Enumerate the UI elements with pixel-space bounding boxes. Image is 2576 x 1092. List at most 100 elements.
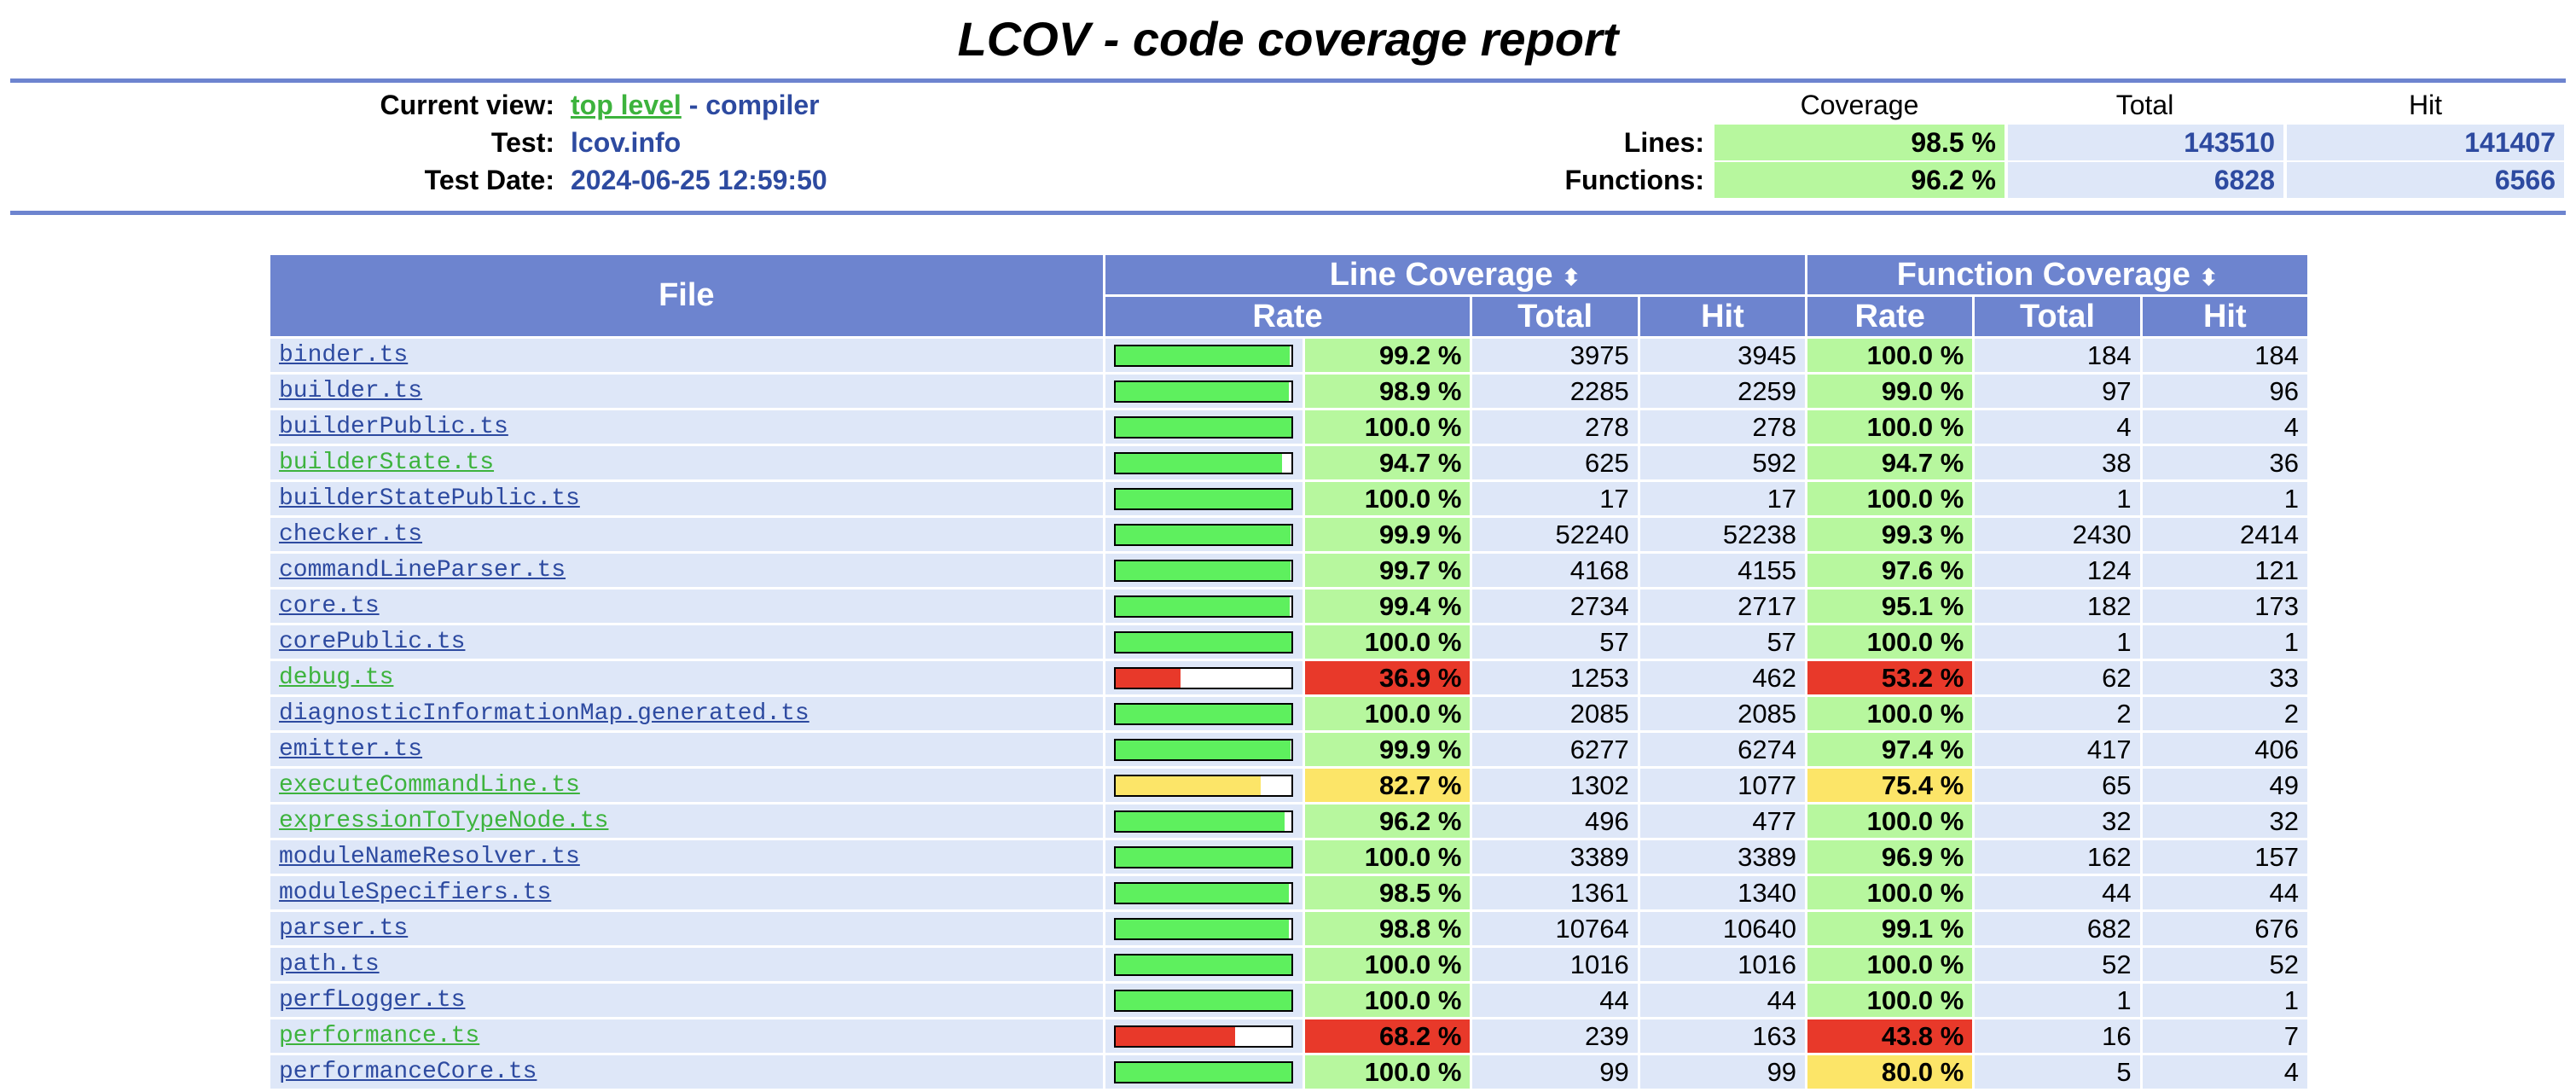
coverage-bar-cell [1105,482,1303,515]
file-link[interactable]: builder.ts [279,378,423,404]
file-link[interactable]: commandLineParser.ts [279,557,566,584]
file-link[interactable]: moduleSpecifiers.ts [279,880,552,906]
line-rate-cell: 99.2 % [1305,339,1471,372]
file-link[interactable]: debug.ts [279,665,394,691]
coverage-bar-fill [1115,632,1291,652]
coverage-bar-fill [1115,883,1289,903]
line-coverage-header[interactable]: Line Coverage ⬍ [1105,255,1806,294]
current-view-directory: compiler [705,90,820,120]
summary-functions-coverage: 96.2 % [1714,162,2005,198]
line-hit-cell: 2717 [1639,590,1806,623]
coverage-bar-fill [1115,847,1291,867]
sort-icon[interactable]: ⬍ [1562,264,1581,290]
line-rate-cell: 100.0 % [1305,625,1471,659]
coverage-bar-cell [1105,661,1303,694]
function-hit-cell: 2414 [2142,518,2307,551]
line-rate-cell: 100.0 % [1305,984,1471,1017]
line-total-cell: 2285 [1472,375,1638,408]
file-link[interactable]: diagnosticInformationMap.generated.ts [279,700,809,727]
line-hit-cell: 17 [1639,482,1806,515]
file-link[interactable]: executeCommandLine.ts [279,772,580,799]
file-link[interactable]: performanceCore.ts [279,1059,537,1085]
line-total-cell: 99 [1472,1055,1638,1089]
function-hit-cell: 1 [2142,984,2307,1017]
file-name-cell: moduleNameResolver.ts [270,840,1103,874]
top-level-link[interactable]: top level [571,90,682,120]
line-rate-cell: 82.7 % [1305,769,1471,802]
file-name-cell: performanceCore.ts [270,1055,1103,1089]
line-hit-cell: 278 [1639,410,1806,444]
file-link[interactable]: builderPublic.ts [279,414,508,440]
file-link[interactable]: path.ts [279,951,380,978]
file-link[interactable]: emitter.ts [279,736,423,763]
function-hit-cell: 36 [2142,446,2307,479]
file-link[interactable]: moduleNameResolver.ts [279,844,580,870]
test-value: lcov.info [571,127,682,158]
table-row: performance.ts 68.2 % 239 163 43.8 % 16 7 [270,1019,2307,1053]
table-row: path.ts 100.0 % 1016 1016 100.0 % 52 52 [270,948,2307,981]
coverage-bar-fill [1115,740,1291,759]
line-rate-cell: 98.5 % [1305,876,1471,909]
file-link[interactable]: corePublic.ts [279,629,466,655]
summary-hit-header: Hit [2408,90,2443,120]
summary-functions-hit: 6566 [2287,162,2564,198]
function-coverage-header[interactable]: Function Coverage ⬍ [1807,255,2307,294]
report-header: Current view: top level - compiler Test:… [0,83,2576,211]
file-name-cell: perfLogger.ts [270,984,1103,1017]
coverage-bar [1113,595,1293,618]
file-link[interactable]: binder.ts [279,342,409,369]
function-rate-cell: 100.0 % [1807,625,1973,659]
function-total-cell: 2 [1975,697,2140,730]
sort-icon[interactable]: ⬍ [2199,264,2219,290]
file-link[interactable]: builderState.ts [279,450,495,476]
function-hit-cell: 4 [2142,1055,2307,1089]
file-name-cell: performance.ts [270,1019,1103,1053]
coverage-bar-cell [1105,697,1303,730]
coverage-bar [1113,917,1293,940]
function-rate-cell: 80.0 % [1807,1055,1973,1089]
summary-functions-total: 6828 [2008,162,2283,198]
line-total-cell: 2734 [1472,590,1638,623]
line-hit-cell: 462 [1639,661,1806,694]
file-link[interactable]: parser.ts [279,915,409,942]
table-row: moduleNameResolver.ts 100.0 % 3389 3389 96.9… [270,840,2307,874]
file-link[interactable]: checker.ts [279,521,423,548]
coverage-bar-cell [1105,1055,1303,1089]
function-total-cell: 124 [1975,554,2140,587]
coverage-bar [1113,559,1293,582]
function-hit-cell: 52 [2142,948,2307,981]
function-total-cell: 417 [1975,733,2140,766]
file-link[interactable]: core.ts [279,593,380,619]
coverage-bar [1113,774,1293,797]
test-date-value: 2024-06-25 12:59:50 [571,165,827,195]
line-hit-cell: 592 [1639,446,1806,479]
function-hit-cell: 44 [2142,876,2307,909]
coverage-bar-cell [1105,876,1303,909]
line-rate-cell: 99.4 % [1305,590,1471,623]
coverage-bar-fill [1115,489,1291,508]
current-view-value: top level - compiler [571,86,820,124]
table-row: moduleSpecifiers.ts 98.5 % 1361 1340 100.0 %… [270,876,2307,909]
file-name-cell: builderState.ts [270,446,1103,479]
file-name-cell: checker.ts [270,518,1103,551]
function-rate-cell: 96.9 % [1807,840,1973,874]
line-hit-cell: 1340 [1639,876,1806,909]
coverage-bar [1113,487,1293,510]
function-total-cell: 2430 [1975,518,2140,551]
coverage-bar-fill [1115,955,1291,974]
file-link[interactable]: expressionToTypeNode.ts [279,808,609,834]
file-name-cell: expressionToTypeNode.ts [270,804,1103,838]
line-rate-cell: 96.2 % [1305,804,1471,838]
coverage-bar [1113,1060,1293,1083]
function-rate-cell: 99.1 % [1807,912,1973,945]
coverage-bar-cell [1105,804,1303,838]
line-hit-cell: 52238 [1639,518,1806,551]
file-rows: binder.ts 99.2 % 3975 3945 100.0 % 184 184 buil… [270,339,2307,1089]
file-name-cell: corePublic.ts [270,625,1103,659]
file-link[interactable]: perfLogger.ts [279,987,466,1014]
function-hit-cell: 676 [2142,912,2307,945]
file-link[interactable]: builderStatePublic.ts [279,485,580,512]
line-coverage-header-label: Line Coverage [1329,256,1553,293]
file-link[interactable]: performance.ts [279,1023,480,1049]
table-row: builder.ts 98.9 % 2285 2259 99.0 % 97 96 [270,375,2307,408]
